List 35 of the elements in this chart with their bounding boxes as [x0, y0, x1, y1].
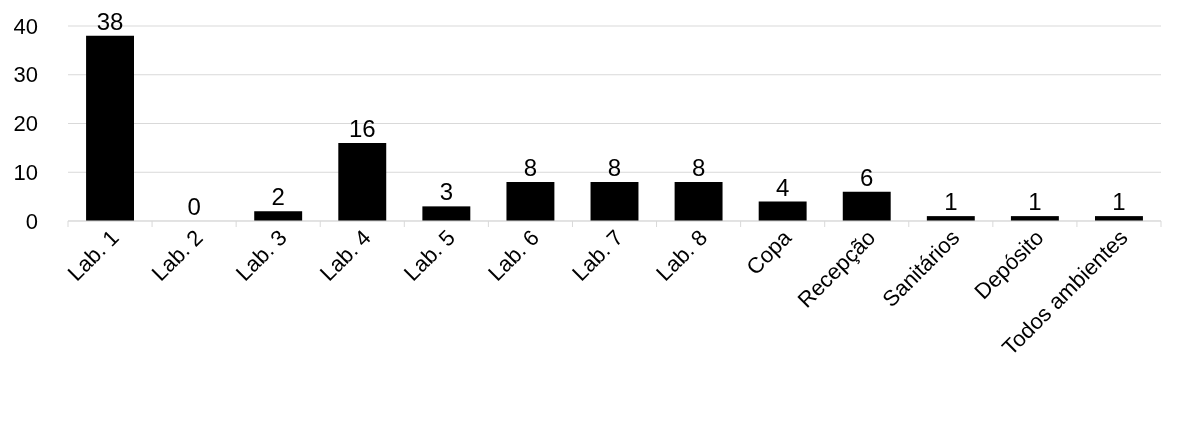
- x-tick-label: Lab. 7: [567, 224, 629, 286]
- bar: [422, 206, 471, 221]
- bar: [254, 211, 303, 221]
- y-tick-label: 0: [25, 208, 38, 234]
- data-label: 1: [1028, 188, 1042, 216]
- bar: [338, 143, 387, 221]
- bar: [590, 182, 639, 221]
- data-label: 38: [96, 7, 124, 35]
- y-tick-label: 40: [13, 13, 38, 39]
- data-label: 8: [691, 154, 706, 181]
- x-tick-label: Lab. 3: [230, 224, 292, 286]
- x-tick-label: Lab. 1: [62, 224, 124, 286]
- y-tick-label: 30: [13, 62, 38, 88]
- bar: [674, 182, 723, 221]
- data-label: 16: [348, 115, 376, 142]
- data-label: 3: [439, 178, 454, 206]
- data-label: 8: [523, 154, 538, 181]
- x-tick-label: Lab. 6: [483, 224, 544, 286]
- y-tick-label: 20: [13, 111, 38, 137]
- bar: [86, 35, 134, 221]
- data-label: 0: [187, 193, 201, 220]
- bar: [506, 182, 555, 221]
- y-tick-label: 10: [13, 159, 38, 185]
- data-label: 4: [775, 173, 790, 201]
- data-label: 1: [944, 188, 958, 216]
- x-tick-label: Lab. 2: [146, 224, 208, 286]
- data-label: 8: [607, 154, 622, 181]
- data-label: 2: [271, 183, 285, 211]
- bar: [842, 191, 891, 221]
- bar: [758, 201, 807, 221]
- data-label: 6: [860, 163, 874, 191]
- data-label: 1: [1112, 188, 1126, 216]
- x-tick-label: Lab. 8: [651, 224, 713, 286]
- x-tick-label: Lab. 4: [314, 224, 376, 286]
- x-tick-label: Lab. 5: [398, 224, 460, 286]
